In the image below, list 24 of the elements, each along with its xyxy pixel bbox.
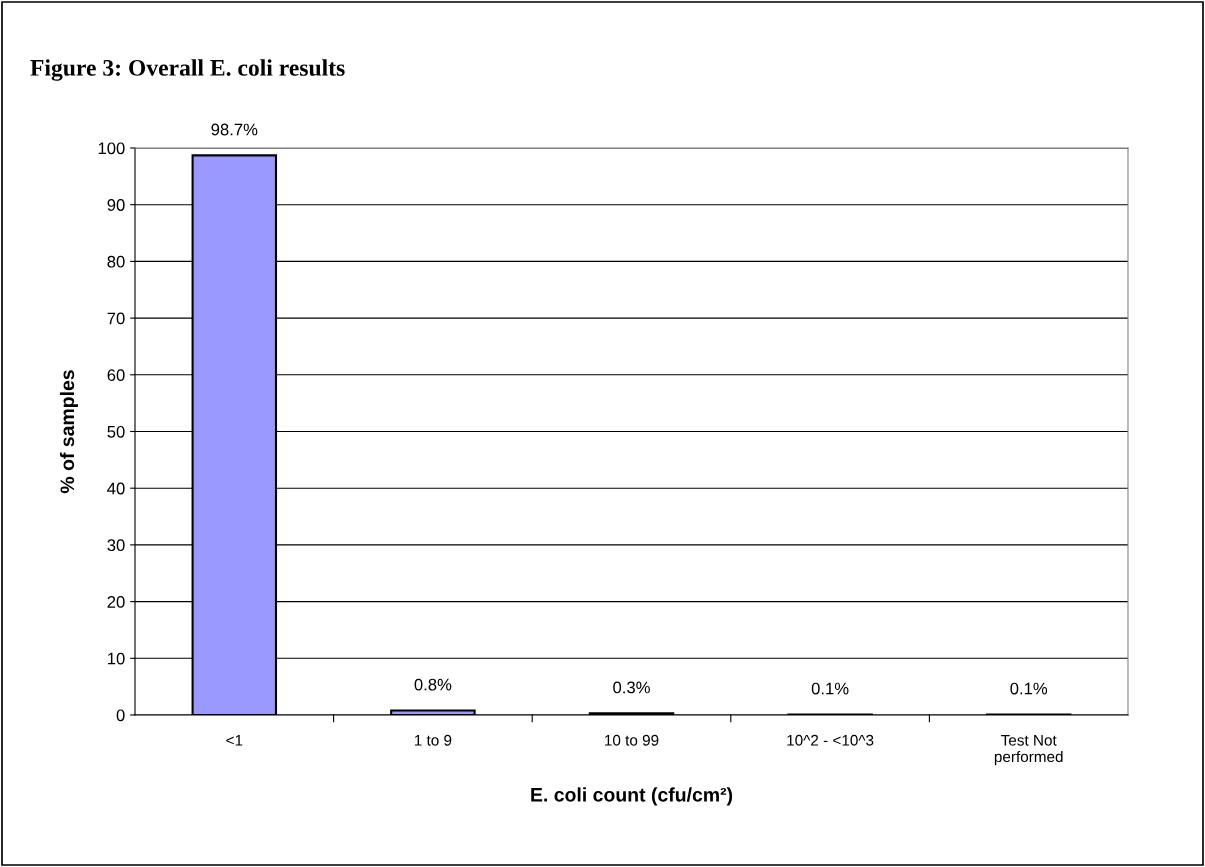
y-tick-label: 0 [116, 709, 125, 722]
x-tick-label: <1 [226, 735, 243, 746]
y-tick-label: 60 [107, 369, 125, 381]
y-axis-title: % of samples [59, 370, 79, 494]
y-tick-label: 10 [108, 652, 125, 665]
y-tick-label: 20 [107, 596, 125, 608]
data-label: 0.8% [414, 678, 452, 691]
y-tick-label: 80 [107, 255, 125, 268]
x-tick-label: Test Not performed [994, 735, 1063, 766]
data-label: 0.3% [613, 681, 650, 694]
data-label: 0.1% [811, 682, 849, 695]
x-axis-title: E. coli count (cfu/cm²) [531, 787, 733, 806]
data-label: 0.1% [1010, 682, 1048, 695]
chart-title: Figure 3: Overall E. coli results [30, 59, 345, 81]
x-tick-label: 1 to 9 [414, 734, 452, 746]
y-tick-label: 30 [107, 539, 125, 552]
y-tick-label: 90 [107, 199, 125, 211]
y-tick-label: 40 [107, 482, 125, 495]
y-tick-label: 70 [107, 312, 125, 325]
data-label: 98.7% [211, 123, 258, 136]
x-tick-label: 10 to 99 [605, 734, 659, 746]
y-tick-label: 50 [107, 425, 125, 438]
y-tick-label: 100 [98, 142, 125, 155]
x-tick-label: 10^2 - <10^3 [787, 734, 874, 746]
